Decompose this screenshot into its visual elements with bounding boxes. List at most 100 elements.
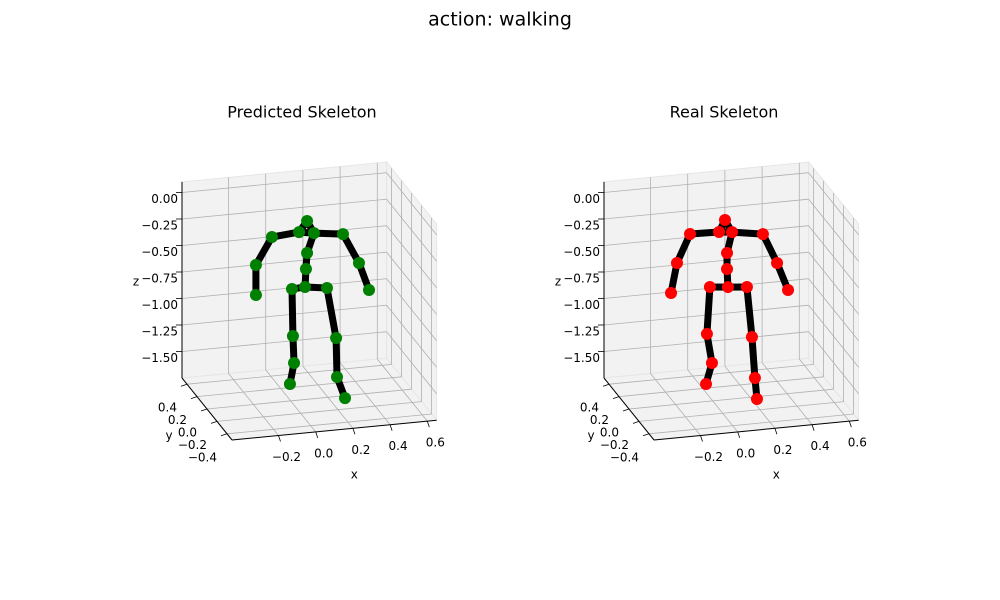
- x-tick-label: 0.2: [773, 443, 792, 457]
- y-axis-label: y: [165, 429, 172, 443]
- tick-mark: [774, 428, 778, 435]
- tick-mark: [632, 421, 640, 424]
- grid-line: [386, 331, 437, 394]
- z-tick-label: −0.75: [141, 272, 178, 286]
- joint: [721, 247, 734, 260]
- joint: [705, 357, 718, 370]
- joint: [700, 378, 713, 391]
- y-tick-label: −0.4: [188, 450, 217, 464]
- y-tick-label: −0.2: [600, 438, 629, 452]
- x-axis-label: x: [351, 468, 358, 482]
- x-tick-label: −0.2: [694, 450, 723, 464]
- joint: [756, 228, 769, 241]
- y-tick-label: −0.2: [178, 438, 207, 452]
- z-tick-label: −1.25: [563, 325, 600, 339]
- tick-mark: [389, 424, 393, 431]
- joint: [782, 284, 795, 297]
- grid-line: [603, 198, 809, 220]
- x-tick-label: 0.6: [426, 436, 445, 450]
- z-tick-label: −1.00: [563, 298, 600, 312]
- grid-line: [638, 401, 844, 422]
- x-tick-label: 0.4: [389, 439, 408, 453]
- z-tick-label: −1.00: [141, 298, 178, 312]
- joint: [665, 286, 678, 299]
- joint: [299, 281, 312, 294]
- bone: [748, 333, 759, 382]
- z-tick-label: −0.50: [141, 245, 178, 259]
- z-tick-label: 0.00: [573, 192, 600, 206]
- grid-line: [181, 304, 387, 326]
- figure-title: action: walking: [428, 9, 572, 31]
- z-axis-label: z: [555, 274, 561, 288]
- joint: [713, 225, 726, 238]
- tick-mark: [220, 433, 228, 437]
- grid-line: [808, 278, 859, 341]
- joint: [339, 392, 352, 405]
- grid-line: [648, 413, 854, 435]
- grid-line: [386, 304, 437, 368]
- x-tick-label: 0.0: [736, 446, 755, 460]
- grid-line: [226, 413, 432, 435]
- grid-line: [618, 376, 824, 397]
- joint: [299, 263, 312, 276]
- x-tick-label: 0.2: [351, 443, 370, 457]
- joint: [307, 227, 320, 240]
- grid-line: [808, 304, 859, 368]
- joint: [726, 226, 739, 239]
- x-tick-label: 0.6: [848, 436, 867, 450]
- joint: [771, 257, 784, 270]
- z-tick-label: −0.50: [563, 245, 600, 259]
- joint: [750, 393, 763, 406]
- x-tick-label: −0.2: [272, 450, 301, 464]
- tick-mark: [315, 431, 319, 439]
- joint: [721, 263, 734, 276]
- joint: [740, 281, 753, 294]
- joint: [331, 371, 344, 384]
- z-tick-label: −1.50: [563, 351, 600, 365]
- tick-mark: [622, 408, 630, 412]
- z-tick-label: −0.75: [563, 272, 600, 286]
- joint: [745, 331, 758, 343]
- grid-line: [808, 225, 859, 288]
- bone: [332, 334, 341, 381]
- grid-line: [386, 251, 437, 315]
- joint: [288, 356, 301, 369]
- z-tick-label: −0.25: [141, 219, 178, 233]
- tick-mark: [811, 424, 815, 431]
- grid-line: [181, 331, 387, 352]
- x-axis-line: [231, 419, 437, 441]
- x-tick-label: 0.0: [314, 446, 333, 460]
- tick-mark: [180, 383, 188, 387]
- joint: [336, 228, 349, 241]
- joint: [700, 327, 713, 340]
- y-tick-label: −0.4: [610, 450, 639, 464]
- joint: [670, 256, 683, 269]
- joint: [249, 288, 262, 301]
- grid-line: [386, 198, 437, 262]
- joint: [249, 258, 262, 271]
- z-tick-label: −1.50: [141, 351, 178, 365]
- chart-title: Real Skeleton: [670, 103, 779, 122]
- tick-mark: [426, 420, 430, 428]
- tick-mark: [642, 433, 650, 437]
- joint: [301, 247, 314, 260]
- tick-mark: [278, 435, 281, 442]
- joint: [363, 283, 376, 296]
- bone: [703, 283, 714, 338]
- y-axis-label: y: [587, 429, 594, 443]
- joint: [748, 372, 761, 385]
- joint: [286, 330, 299, 343]
- joint: [330, 331, 343, 344]
- grid-line: [181, 198, 387, 220]
- grid-line: [216, 401, 422, 422]
- joint: [718, 214, 731, 227]
- grid-line: [196, 376, 402, 397]
- y-axis-line: [603, 377, 655, 441]
- y-tick-label: 0.4: [580, 401, 599, 415]
- bone: [743, 283, 756, 341]
- joint: [283, 378, 296, 391]
- grid-line: [808, 251, 859, 315]
- tick-mark: [352, 428, 356, 435]
- grid-line: [808, 172, 859, 235]
